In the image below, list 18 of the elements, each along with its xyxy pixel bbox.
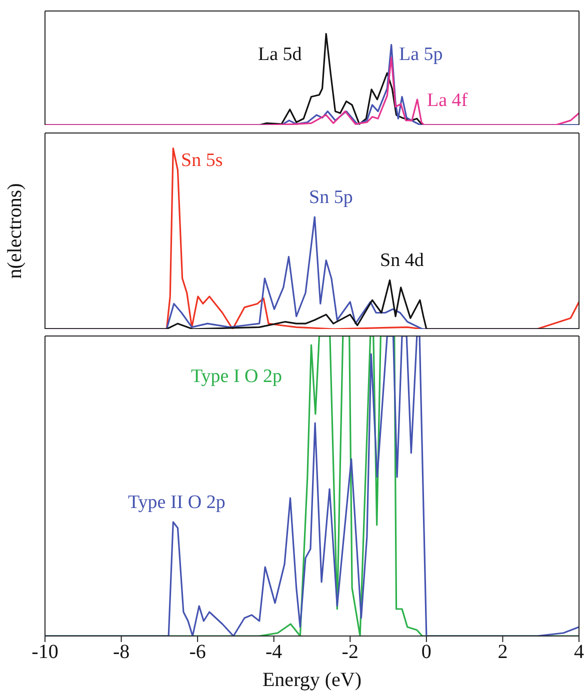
series-label: Type I O 2p bbox=[191, 366, 282, 388]
x-tick-label: -6 bbox=[189, 641, 206, 664]
x-tick-label: -2 bbox=[342, 641, 358, 664]
y-axis-title: n(electrons) bbox=[4, 183, 26, 279]
series-label: La 4f bbox=[427, 90, 468, 112]
x-tick-label: 4 bbox=[574, 641, 584, 664]
series-label: Type II O 2p bbox=[128, 492, 226, 514]
x-axis-title: Energy (eV) bbox=[262, 669, 362, 691]
series-label: La 5d bbox=[258, 44, 302, 66]
x-tick-label: -4 bbox=[266, 641, 282, 664]
series-label: Sn 5p bbox=[309, 187, 353, 209]
series-label: La 5p bbox=[399, 44, 443, 66]
series-label: Sn 5s bbox=[181, 150, 223, 172]
x-tick-label: 2 bbox=[498, 641, 508, 664]
x-tick-label: -8 bbox=[112, 641, 130, 664]
x-tick-label: -10 bbox=[32, 641, 58, 664]
x-tick-label: 0 bbox=[421, 641, 432, 664]
series-label: Sn 4d bbox=[380, 250, 424, 272]
